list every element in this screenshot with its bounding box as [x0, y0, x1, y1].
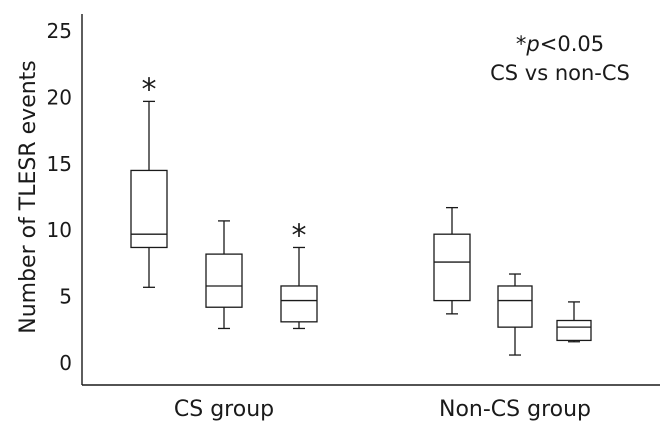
box-2-3: [556, 301, 592, 343]
annotation-asterisk: *: [516, 32, 527, 56]
iqr-box: [130, 169, 168, 249]
group-label: CS group: [174, 397, 274, 422]
iqr-box: [433, 233, 471, 302]
significance-star: *: [142, 72, 157, 107]
annotation-p-symbol: p: [525, 32, 539, 56]
box-1-1: *: [130, 72, 168, 288]
box-1-2: [205, 220, 243, 330]
boxes: **: [130, 72, 592, 356]
y-tick-label: 15: [47, 152, 72, 176]
y-tick-label: 10: [47, 218, 72, 242]
iqr-box: [280, 285, 318, 323]
significance-star: *: [292, 218, 307, 253]
y-tick-label: 20: [47, 85, 72, 109]
annotation-p-value: *p<0.05: [516, 32, 604, 56]
y-tick-labels: 0 5 10 15 20 25: [47, 19, 72, 375]
annotation-threshold: <0.05: [540, 32, 604, 56]
y-tick-label: 0: [59, 351, 72, 375]
iqr-box: [205, 253, 243, 308]
annotation-comparison: CS vs non-CS: [490, 61, 630, 85]
box-2-2: [497, 273, 533, 356]
significance-annotation: *p<0.05 CS vs non-CS: [490, 32, 630, 85]
y-tick-label: 5: [59, 285, 72, 309]
axes: [81, 14, 660, 386]
box-2-1: [433, 206, 471, 315]
y-tick-label: 25: [47, 19, 72, 43]
iqr-box: [556, 319, 592, 342]
box-1-3: *: [280, 218, 318, 330]
y-axis-title: Number of TLESR events: [16, 60, 41, 334]
iqr-box: [497, 285, 533, 328]
group-labels: CS group Non-CS group: [174, 397, 591, 422]
group-label: Non-CS group: [439, 397, 591, 422]
